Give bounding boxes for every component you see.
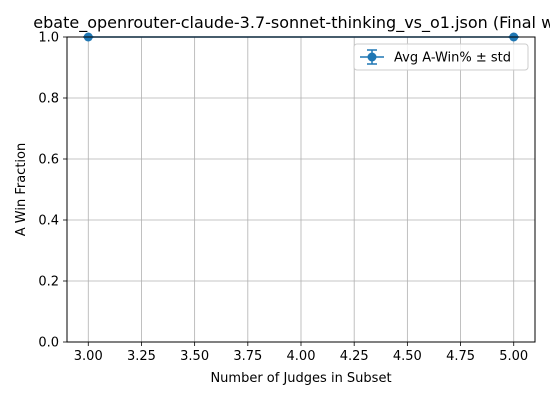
legend-box (353, 43, 529, 71)
y-axis-label: A Win Fraction (14, 143, 29, 236)
x-axis-label: Number of Judges in Subset (210, 371, 391, 386)
legend-label: Avg A-Win% ± std (394, 51, 511, 66)
x-tick-label: 3.00 (74, 349, 103, 364)
y-tick-label: 0.6 (38, 153, 59, 168)
chart-title: ebate_openrouter-claude-3.7-sonnet-think… (33, 13, 550, 33)
legend-marker-dot (367, 52, 377, 62)
x-tick-label: 4.25 (340, 349, 369, 364)
legend-marker (360, 49, 384, 65)
y-tick-label: 0.2 (38, 275, 59, 290)
y-tick-label: 1.0 (38, 31, 59, 46)
grid-layer (67, 36, 535, 343)
y-tick-label: 0.8 (38, 92, 59, 107)
x-tick-label: 3.25 (127, 349, 156, 364)
y-tick-label: 0.0 (38, 336, 59, 351)
x-tick-label: 3.50 (180, 349, 209, 364)
x-tick-label: 4.00 (287, 349, 316, 364)
legend: Avg A-Win% ± std (353, 43, 529, 71)
x-tick-label: 5.00 (499, 349, 528, 364)
x-tick-label: 3.75 (233, 349, 262, 364)
x-tick-label: 4.75 (446, 349, 475, 364)
x-tick-label: 4.50 (393, 349, 422, 364)
y-tick-label: 0.4 (38, 214, 59, 229)
tick-layer: 3.00 3.25 3.50 3.75 4.00 4.25 4.50 4.75 5.00 0.0 0… (38, 31, 528, 365)
